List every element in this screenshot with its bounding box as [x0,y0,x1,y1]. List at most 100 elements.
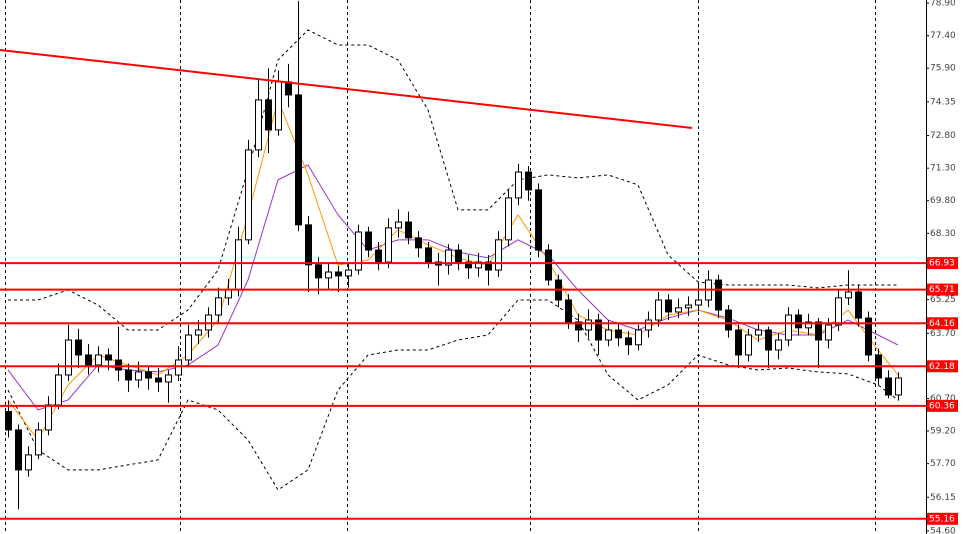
candle-body [95,354,102,366]
candle-body [625,337,632,346]
candle-body [425,247,432,263]
candle-body [515,171,522,199]
candle-body [5,410,12,431]
y-tick-label: 68.30 [930,229,956,239]
candle-body [865,317,872,356]
candle-body [235,239,242,291]
level-label-box [927,317,958,330]
candle-body [795,314,802,329]
candle-body [615,329,622,339]
y-tick-label: 75.90 [930,64,956,74]
candle-body [465,261,472,269]
candle-body [645,319,652,331]
candle-body [685,304,692,309]
candle-body [825,324,832,341]
candle-body [895,377,902,396]
candle-body [45,404,52,431]
candle-body [745,334,752,356]
candle-body [105,354,112,361]
candle-body [885,377,892,396]
candle-body [355,231,362,271]
candle-body [835,297,842,326]
candle-body [195,329,202,336]
candle-body [315,264,322,279]
y-tick-label: 60.70 [930,394,956,404]
candle-body [245,149,252,241]
candle-body [545,249,552,281]
y-tick-label: 57.70 [930,459,956,469]
candle-body [225,289,232,299]
candle-body [665,299,672,313]
level-label-box [927,399,958,412]
candle-body [125,369,132,381]
candle-body [535,189,542,251]
trend-line [0,48,693,129]
candle-body [335,271,342,277]
candle-body [755,329,762,336]
candle-body [585,319,592,331]
candle-body [725,309,732,331]
candle-body [595,319,602,341]
y-tick-label: 56.15 [930,493,956,503]
candle-body [635,329,642,346]
candle-body [675,307,682,313]
level-label-box [927,360,958,373]
candle-body [145,371,152,379]
candle-body [215,297,222,316]
indicator-line [7,299,899,491]
level-label-box [927,257,958,270]
candle-body [525,171,532,191]
level-label: 65.71 [929,285,955,295]
candle-body [565,299,572,323]
candle-body [405,221,412,239]
level-label: 62.18 [929,362,955,372]
candle-body [255,99,262,151]
candle-body [75,339,82,356]
candle-body [345,269,352,277]
candle-body [485,261,492,271]
candle-body [375,249,382,263]
y-tick-label: 54.60 [930,526,956,534]
y-tick-label: 69.80 [930,196,956,206]
candle-body [85,354,92,366]
candle-body [175,359,182,376]
y-tick-label: 78.90 [930,0,956,9]
candle-body [855,291,862,319]
candle-body [815,321,822,341]
level-label: 66.93 [929,259,955,269]
candle-body [845,291,852,299]
candle-body [455,249,462,263]
candle-body [265,99,272,131]
y-tick-label: 72.80 [930,131,956,141]
candle-body [445,249,452,266]
candle-body [605,329,612,341]
y-tick-label: 65.25 [930,295,956,305]
candle-body [475,261,482,269]
candle-body [65,339,72,376]
y-tick-label: 77.40 [930,31,956,41]
candle-body [805,321,812,329]
candle-body [575,321,582,331]
candle-body [365,231,372,251]
candle-body [715,279,722,311]
candle-body [285,81,292,96]
candle-body [655,299,662,321]
candle-body [295,94,302,226]
candle-body [695,299,702,306]
candle-body [155,377,162,383]
candle-body [495,239,502,271]
candle-body [185,334,192,361]
candle-body [115,359,122,371]
candle-body [385,227,392,263]
candle-body [735,329,742,356]
candle-body [165,374,172,383]
candle-body [395,221,402,229]
y-tick-label: 59.20 [930,427,956,437]
level-label: 55.16 [929,514,955,524]
indicator-line [8,29,898,331]
candle-body [35,429,42,456]
level-label-box [927,283,958,296]
candle-body [325,271,332,279]
level-label: 60.36 [929,401,955,411]
